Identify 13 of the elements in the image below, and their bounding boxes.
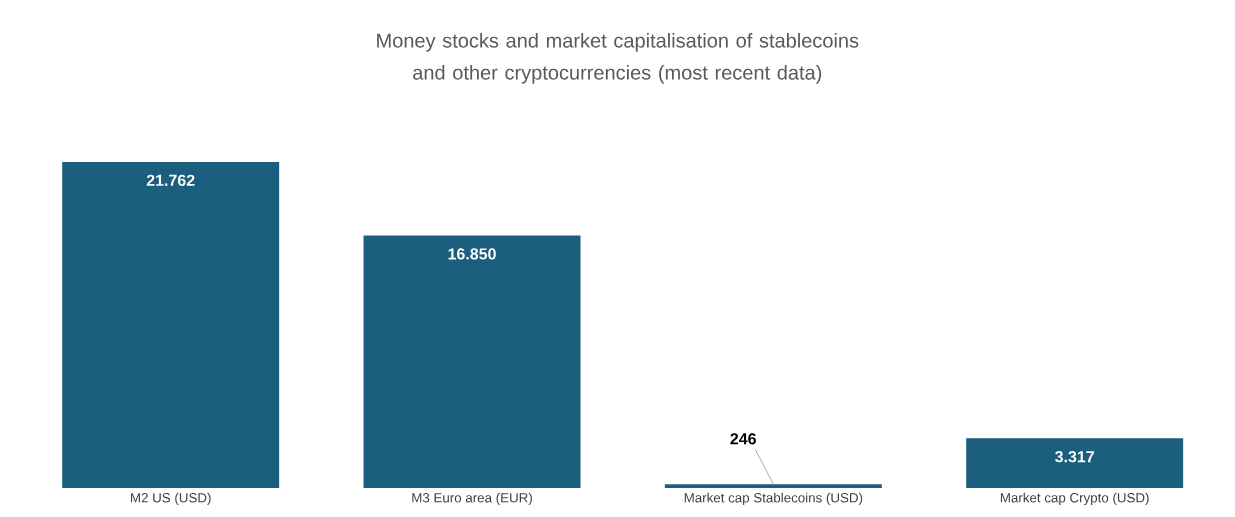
data-label: 16.850 — [448, 248, 496, 260]
data-label: 3.317 — [1055, 451, 1094, 463]
chart-title: Money stocks and market capitalisation of stablecoins and other cryptocurrencies (most recent data) — [377, 33, 859, 84]
x-tick-label: M3 Euro area (EUR) — [412, 492, 532, 506]
data-label: 21.762 — [146, 174, 195, 186]
bar — [664, 484, 882, 488]
x-tick-label: M2 US (USD) — [131, 492, 211, 506]
x-tick-label: Market cap Stablecoins (USD) — [684, 492, 863, 506]
bar — [363, 235, 581, 488]
data-label: 246 — [730, 433, 756, 445]
x-tick-label: Market cap Crypto (USD) — [1000, 492, 1149, 506]
bar — [62, 161, 280, 488]
bar — [966, 438, 1184, 488]
